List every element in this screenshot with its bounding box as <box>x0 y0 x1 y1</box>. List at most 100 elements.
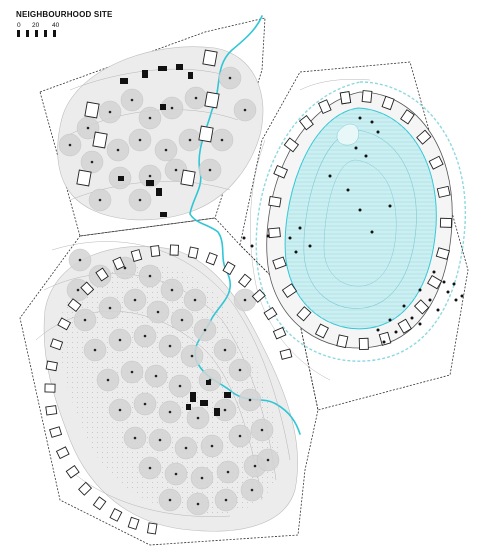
dwelling-unit <box>298 115 314 131</box>
building-footprint <box>206 380 211 385</box>
tree-trunk <box>168 344 172 348</box>
building-footprint <box>142 70 148 78</box>
dwelling-unit <box>273 164 289 179</box>
dwelling-outline <box>378 331 392 346</box>
dwelling-unit <box>381 95 395 111</box>
site-point <box>410 316 414 320</box>
drawing-title: NEIGHBOURHOOD SITE <box>16 10 113 19</box>
dwelling-outline <box>198 125 214 143</box>
site-point <box>388 318 392 322</box>
site-point <box>428 298 432 302</box>
tree-trunk <box>200 476 204 480</box>
dwelling-unit <box>268 195 282 208</box>
building-footprint <box>224 392 231 398</box>
boundary-northwest <box>39 17 266 237</box>
pond <box>255 81 466 362</box>
dwelling-unit <box>296 306 312 322</box>
building-footprint <box>160 212 167 217</box>
dwelling-unit <box>272 326 287 340</box>
dwelling-unit <box>127 516 140 530</box>
dwelling-outline <box>428 155 444 170</box>
tree-trunk <box>253 464 257 468</box>
tree-trunk <box>208 168 212 172</box>
dwelling-unit <box>180 169 196 187</box>
dwelling-outline <box>397 318 412 334</box>
site-point <box>346 188 350 192</box>
dwelling-unit <box>95 267 109 282</box>
dwelling-outline <box>416 129 432 145</box>
tree-trunk <box>133 298 137 302</box>
tree-trunk <box>78 258 82 262</box>
site-point <box>358 208 362 212</box>
site-point <box>298 226 302 230</box>
dwelling-outline <box>92 131 108 149</box>
tree-trunk <box>224 498 228 502</box>
dwelling-unit <box>436 185 451 198</box>
site-point <box>418 288 422 292</box>
dwelling-outline <box>336 334 349 349</box>
site-point <box>370 230 374 234</box>
tree-trunk <box>133 436 137 440</box>
dwelling-unit <box>336 334 349 349</box>
dwelling-unit <box>283 137 300 153</box>
site-point <box>402 304 406 308</box>
building-footprint <box>200 400 208 406</box>
dwelling-unit <box>397 318 412 334</box>
tree-trunk <box>223 408 227 412</box>
tree-trunk <box>108 110 112 114</box>
tree-trunk <box>170 288 174 292</box>
dwelling-outline <box>80 281 95 296</box>
dwelling-unit <box>78 481 93 496</box>
dwelling-unit <box>92 496 107 511</box>
dwelling-outline <box>57 317 72 331</box>
tree-trunk <box>174 472 178 476</box>
dwelling-outline <box>67 298 82 312</box>
site-point <box>442 280 446 284</box>
tree-trunk <box>93 348 97 352</box>
tree-trunk <box>266 458 270 462</box>
site-point <box>370 120 374 124</box>
dwelling-unit <box>361 90 373 103</box>
site-point <box>376 130 380 134</box>
dwelling-outline <box>49 426 63 438</box>
tree-trunk <box>90 160 94 164</box>
dwelling-outline <box>281 283 298 298</box>
dwelling-unit <box>439 217 453 228</box>
dwelling-unit <box>76 169 92 187</box>
dwelling-outline <box>65 465 80 479</box>
dwelling-outline <box>84 101 100 119</box>
tree-trunk <box>158 438 162 442</box>
dwelling-unit <box>204 91 220 109</box>
building-footprint <box>160 104 166 110</box>
building-layer <box>118 64 231 416</box>
point-layer <box>242 116 464 344</box>
dwelling-unit <box>318 99 332 115</box>
dwelling-outline <box>268 195 282 208</box>
building-footprint <box>120 78 128 84</box>
dwelling-outline <box>109 508 123 522</box>
tree-trunk <box>116 148 120 152</box>
site-point <box>436 308 440 312</box>
dwelling-unit <box>67 298 82 312</box>
tree-trunk <box>248 398 252 402</box>
dwelling-outline <box>426 274 443 290</box>
dwelling-outline <box>263 306 278 321</box>
dwelling-unit <box>205 252 218 266</box>
site-point <box>242 236 246 240</box>
tree-trunk <box>154 374 158 378</box>
site-point <box>394 330 398 334</box>
dwelling-outline <box>413 299 430 315</box>
dwelling-unit <box>281 283 298 298</box>
dwelling-outline <box>55 446 70 460</box>
dwelling-outline <box>146 522 158 535</box>
tree-trunk <box>180 318 184 322</box>
dwelling-outline <box>381 95 395 111</box>
site-point <box>250 244 254 248</box>
dwelling-outline <box>49 338 64 351</box>
tree-trunk <box>148 466 152 470</box>
dwelling-unit <box>80 281 95 296</box>
scale-label-40: 40 <box>52 22 60 29</box>
dwelling-unit <box>55 446 70 460</box>
dwelling-unit <box>413 299 430 315</box>
dwelling-outline <box>204 91 220 109</box>
